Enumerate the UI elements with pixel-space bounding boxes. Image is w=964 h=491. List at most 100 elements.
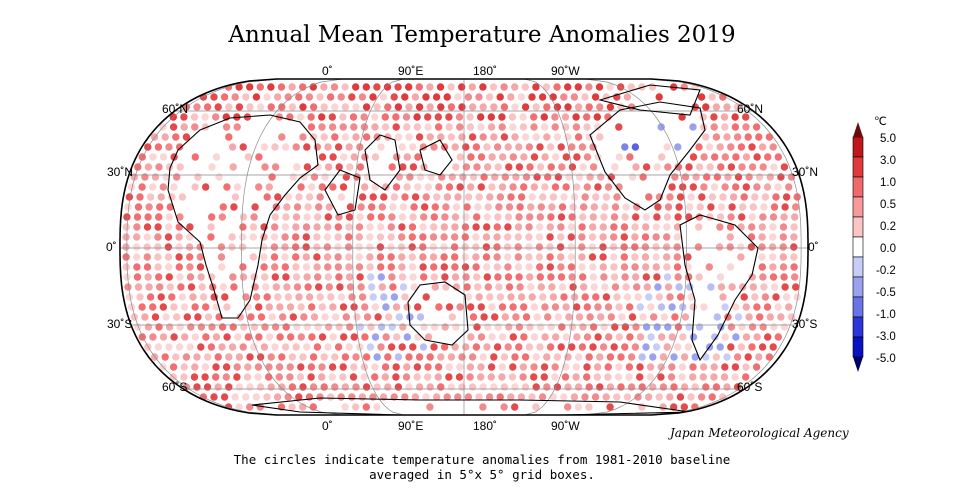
anomaly-dot [519, 363, 528, 371]
anomaly-dot [474, 283, 482, 291]
anomaly-dot [362, 103, 371, 111]
colorbar-label: 0.0 [880, 243, 896, 255]
anomaly-dot [408, 243, 416, 251]
anomaly-dot [623, 93, 632, 101]
anomaly-dot [758, 253, 766, 261]
anomaly-dot [402, 113, 411, 121]
anomaly-dot [498, 183, 507, 191]
anomaly-dot [525, 343, 534, 351]
anomaly-dot [356, 163, 365, 171]
anomaly-dot [398, 233, 406, 241]
anomaly-dot [777, 173, 785, 181]
map-outline [119, 78, 809, 416]
anomaly-dot [368, 283, 376, 291]
anomaly-dot [461, 223, 470, 231]
anomaly-dot [162, 313, 170, 321]
anomaly-dot [447, 383, 456, 391]
anomaly-dot [579, 323, 587, 331]
coastlines [167, 84, 759, 415]
anomaly-dot [467, 183, 475, 191]
anomaly-dot [546, 143, 555, 151]
anomaly-dot [564, 83, 572, 91]
anomaly-dot [381, 373, 389, 381]
anomaly-dot [292, 143, 300, 151]
anomaly-dot [286, 363, 294, 371]
anomaly-dot [554, 173, 562, 181]
anomaly-dot [342, 313, 350, 321]
anomaly-dot [339, 123, 347, 131]
anomaly-dot [689, 333, 698, 341]
anomaly-dot [647, 333, 655, 341]
anomaly-dot [180, 303, 189, 311]
anomaly-dot [275, 363, 284, 371]
anomaly-dot [678, 373, 686, 381]
anomaly-dot [349, 373, 358, 381]
anomaly-dot [676, 293, 685, 301]
anomaly-dot [511, 133, 519, 141]
anomaly-dot [494, 163, 502, 171]
anomaly-dot [334, 263, 342, 271]
anomaly-dot [717, 283, 726, 291]
anomaly-dot [388, 213, 396, 221]
anomaly-dot [621, 213, 629, 221]
anomaly-dot [790, 243, 798, 251]
colorbar-swatch [852, 256, 864, 278]
anomaly-dot [763, 303, 772, 311]
anomaly-dot [141, 313, 149, 321]
anomaly-dot [578, 263, 586, 271]
anomaly-dot [436, 83, 445, 91]
anomaly-dot [403, 183, 411, 191]
anomaly-dot [685, 323, 693, 331]
anomaly-dot [278, 133, 286, 141]
anomaly-dot [242, 93, 250, 101]
anomaly-dot [626, 303, 634, 311]
anomaly-dot [496, 193, 505, 201]
anomaly-dot [310, 313, 319, 321]
anomaly-dot [362, 83, 370, 91]
anomaly-dot [493, 143, 502, 151]
anomaly-dot [302, 233, 310, 241]
anomaly-dot [405, 133, 413, 141]
anomaly-dot [615, 153, 623, 161]
anomaly-dot [512, 173, 520, 181]
anomaly-dot [271, 273, 279, 281]
anomaly-dot [288, 383, 297, 391]
anomaly-dot [657, 363, 665, 371]
anomaly-dot [599, 263, 607, 271]
anomaly-dot [305, 193, 314, 201]
anomaly-dot [394, 103, 403, 111]
anomaly-dot [295, 293, 303, 301]
anomaly-dot [501, 173, 509, 181]
anomaly-dot [731, 123, 740, 131]
anomaly-dot [674, 273, 682, 281]
anomaly-dot [514, 253, 522, 261]
anomaly-dot [324, 263, 332, 271]
anomaly-dot [295, 93, 303, 101]
anomaly-dot [144, 163, 153, 171]
anomaly-dot [366, 243, 374, 251]
anomaly-dot [713, 313, 721, 321]
anomaly-dot [490, 133, 498, 141]
anomaly-dot [346, 323, 354, 331]
anomaly-dot [144, 213, 152, 221]
anomaly-dot [539, 293, 547, 301]
anomaly-dot [286, 303, 295, 311]
anomaly-dot [769, 343, 777, 351]
anomaly-dot [123, 213, 131, 221]
anomaly-dot [541, 333, 549, 341]
anomaly-dot [397, 243, 406, 251]
anomaly-dot [452, 163, 460, 171]
anomaly-dot [450, 243, 459, 251]
anomaly-dot [742, 363, 750, 371]
anomaly-dot [740, 293, 748, 301]
anomaly-dot [583, 373, 591, 381]
anomaly-dot [388, 163, 396, 171]
anomaly-dot [252, 393, 261, 401]
anomaly-dot [479, 133, 487, 141]
anomaly-dot [239, 213, 248, 221]
anomaly-dot [468, 383, 477, 391]
anomaly-dot [357, 283, 365, 291]
anomaly-dot [392, 113, 400, 121]
anomaly-dot [530, 123, 538, 131]
anomaly-dot [345, 273, 354, 281]
